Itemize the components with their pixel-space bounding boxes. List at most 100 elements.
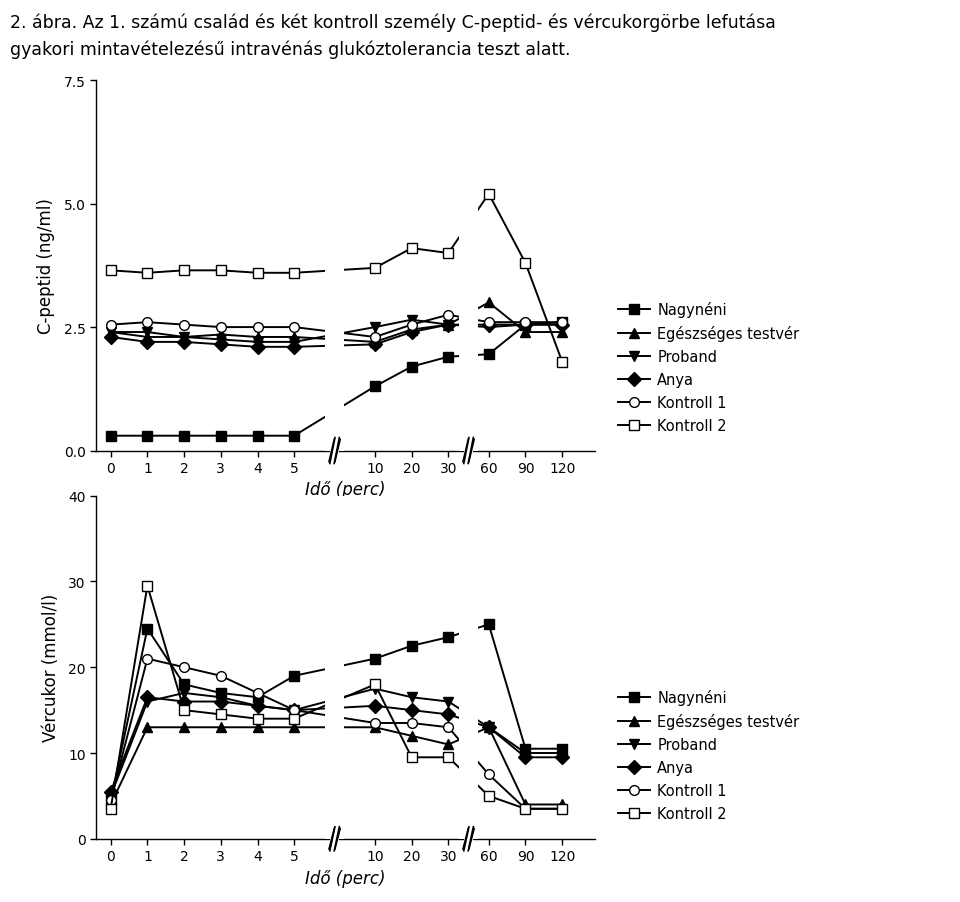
Kontroll 1 [215,670,227,682]
Proband [370,322,381,333]
Text: 2. ábra. Az 1. számú család és két kontroll személy C-peptid- és vércukorgörbe l: 2. ábra. Az 1. számú család és két kontr… [10,14,776,32]
Kontroll 1 [252,687,263,698]
Kontroll 2 [215,709,227,720]
Kontroll 2 [483,790,494,801]
Proband [252,701,263,712]
Y-axis label: C-peptid (ng/ml): C-peptid (ng/ml) [37,198,56,334]
Nagynéni [519,320,531,331]
Proband [215,692,227,703]
Kontroll 1 [105,795,116,805]
Line: Kontroll 1: Kontroll 1 [106,654,567,814]
Kontroll 1 [215,322,227,333]
Kontroll 1 [406,320,418,331]
Kontroll 1 [179,662,190,673]
Kontroll 2 [557,357,568,368]
Nagynéni [142,623,154,634]
Kontroll 1 [288,705,300,716]
Anya [557,320,568,331]
Anya [288,705,300,716]
Bar [325,81,344,451]
Kontroll 2 [215,265,227,276]
Egészséges testvér [142,722,154,732]
Nagynéni [288,431,300,442]
Proband [557,320,568,331]
Line: Proband: Proband [106,684,567,801]
Line: Egészséges testvér: Egészséges testvér [106,299,567,347]
Kontroll 2 [370,679,381,690]
Anya [142,337,154,348]
Egészséges testvér [142,332,154,343]
Line: Kontroll 2: Kontroll 2 [106,581,567,814]
Proband [557,748,568,759]
Kontroll 1 [557,318,568,328]
Kontroll 2 [288,268,300,279]
Line: Egészséges testvér: Egészséges testvér [106,723,567,809]
Kontroll 1 [142,653,154,664]
Kontroll 2 [557,804,568,815]
Egészséges testvér [105,327,116,338]
Egészséges testvér [215,722,227,732]
Anya [406,327,418,338]
Kontroll 1 [557,804,568,815]
Egészséges testvér [483,298,494,308]
Egészséges testvér [557,327,568,338]
Nagynéni [483,349,494,360]
Egészséges testvér [215,330,227,341]
Line: Kontroll 2: Kontroll 2 [106,189,567,367]
Nagynéni [288,670,300,682]
Proband [443,320,454,331]
Kontroll 2 [179,265,190,276]
Egészséges testvér [370,722,381,732]
Bar [460,496,478,839]
Line: Proband: Proband [106,316,567,347]
Kontroll 1 [519,318,531,328]
Nagynéni [105,431,116,442]
Nagynéni [179,431,190,442]
Anya [252,342,263,353]
Anya [105,332,116,343]
Nagynéni [557,743,568,754]
Proband [519,748,531,759]
Nagynéni [483,619,494,630]
Proband [215,335,227,345]
Anya [179,696,190,707]
Proband [179,687,190,698]
Nagynéni [519,743,531,754]
Proband [179,332,190,343]
Kontroll 1 [483,318,494,328]
Egészséges testvér [288,332,300,343]
Line: Kontroll 1: Kontroll 1 [106,310,567,343]
Anya [142,692,154,703]
Kontroll 1 [370,718,381,729]
Nagynéni [370,382,381,392]
Egészséges testvér [483,722,494,732]
Anya [105,787,116,797]
Kontroll 2 [406,752,418,763]
Proband [288,337,300,348]
Bar [325,496,344,839]
Kontroll 2 [519,258,531,269]
Anya [519,320,531,331]
Nagynéni [443,632,454,643]
Kontroll 2 [252,713,263,724]
Kontroll 1 [406,718,418,729]
Kontroll 2 [370,263,381,274]
Egészséges testvér [288,722,300,732]
Line: Anya: Anya [106,320,567,353]
Legend: Nagynéni, Egészséges testvér, Proband, Anya, Kontroll 1, Kontroll 2: Nagynéni, Egészséges testvér, Proband, A… [612,296,805,439]
Nagynéni [215,431,227,442]
Text: gyakori mintavételezésű intravénás glukóztolerancia teszt alatt.: gyakori mintavételezésű intravénás glukó… [10,41,570,59]
Kontroll 2 [288,713,300,724]
Egészséges testvér [370,337,381,348]
Anya [443,320,454,331]
Egészséges testvér [519,799,531,810]
Egészséges testvér [252,722,263,732]
Anya [179,337,190,348]
Anya [443,709,454,720]
Anya [252,701,263,712]
Kontroll 2 [406,244,418,254]
Kontroll 2 [179,705,190,716]
Kontroll 1 [519,804,531,815]
Nagynéni [406,640,418,651]
Nagynéni [215,687,227,698]
